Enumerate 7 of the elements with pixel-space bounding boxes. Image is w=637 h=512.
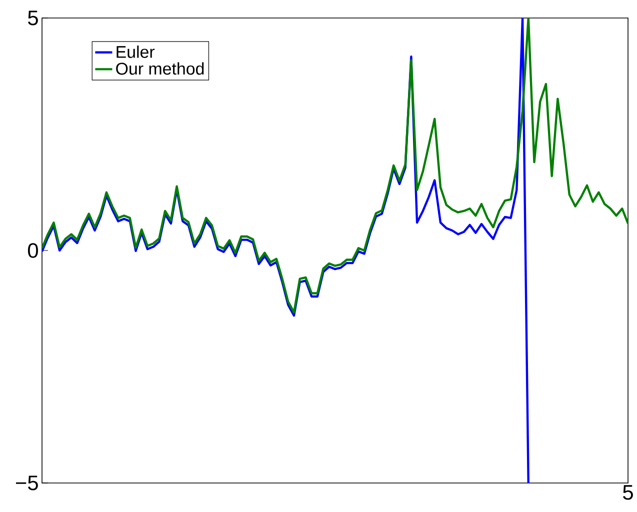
text: 5 — [623, 485, 633, 500]
line-series — [42, 18, 628, 314]
y-tick-label: 0 — [28, 243, 38, 258]
y-tick-label: −5 — [16, 476, 38, 490]
legend-label: Euler — [116, 46, 155, 58]
y-tick-label: 5 — [28, 10, 38, 26]
legend-label: Our method — [116, 62, 204, 75]
